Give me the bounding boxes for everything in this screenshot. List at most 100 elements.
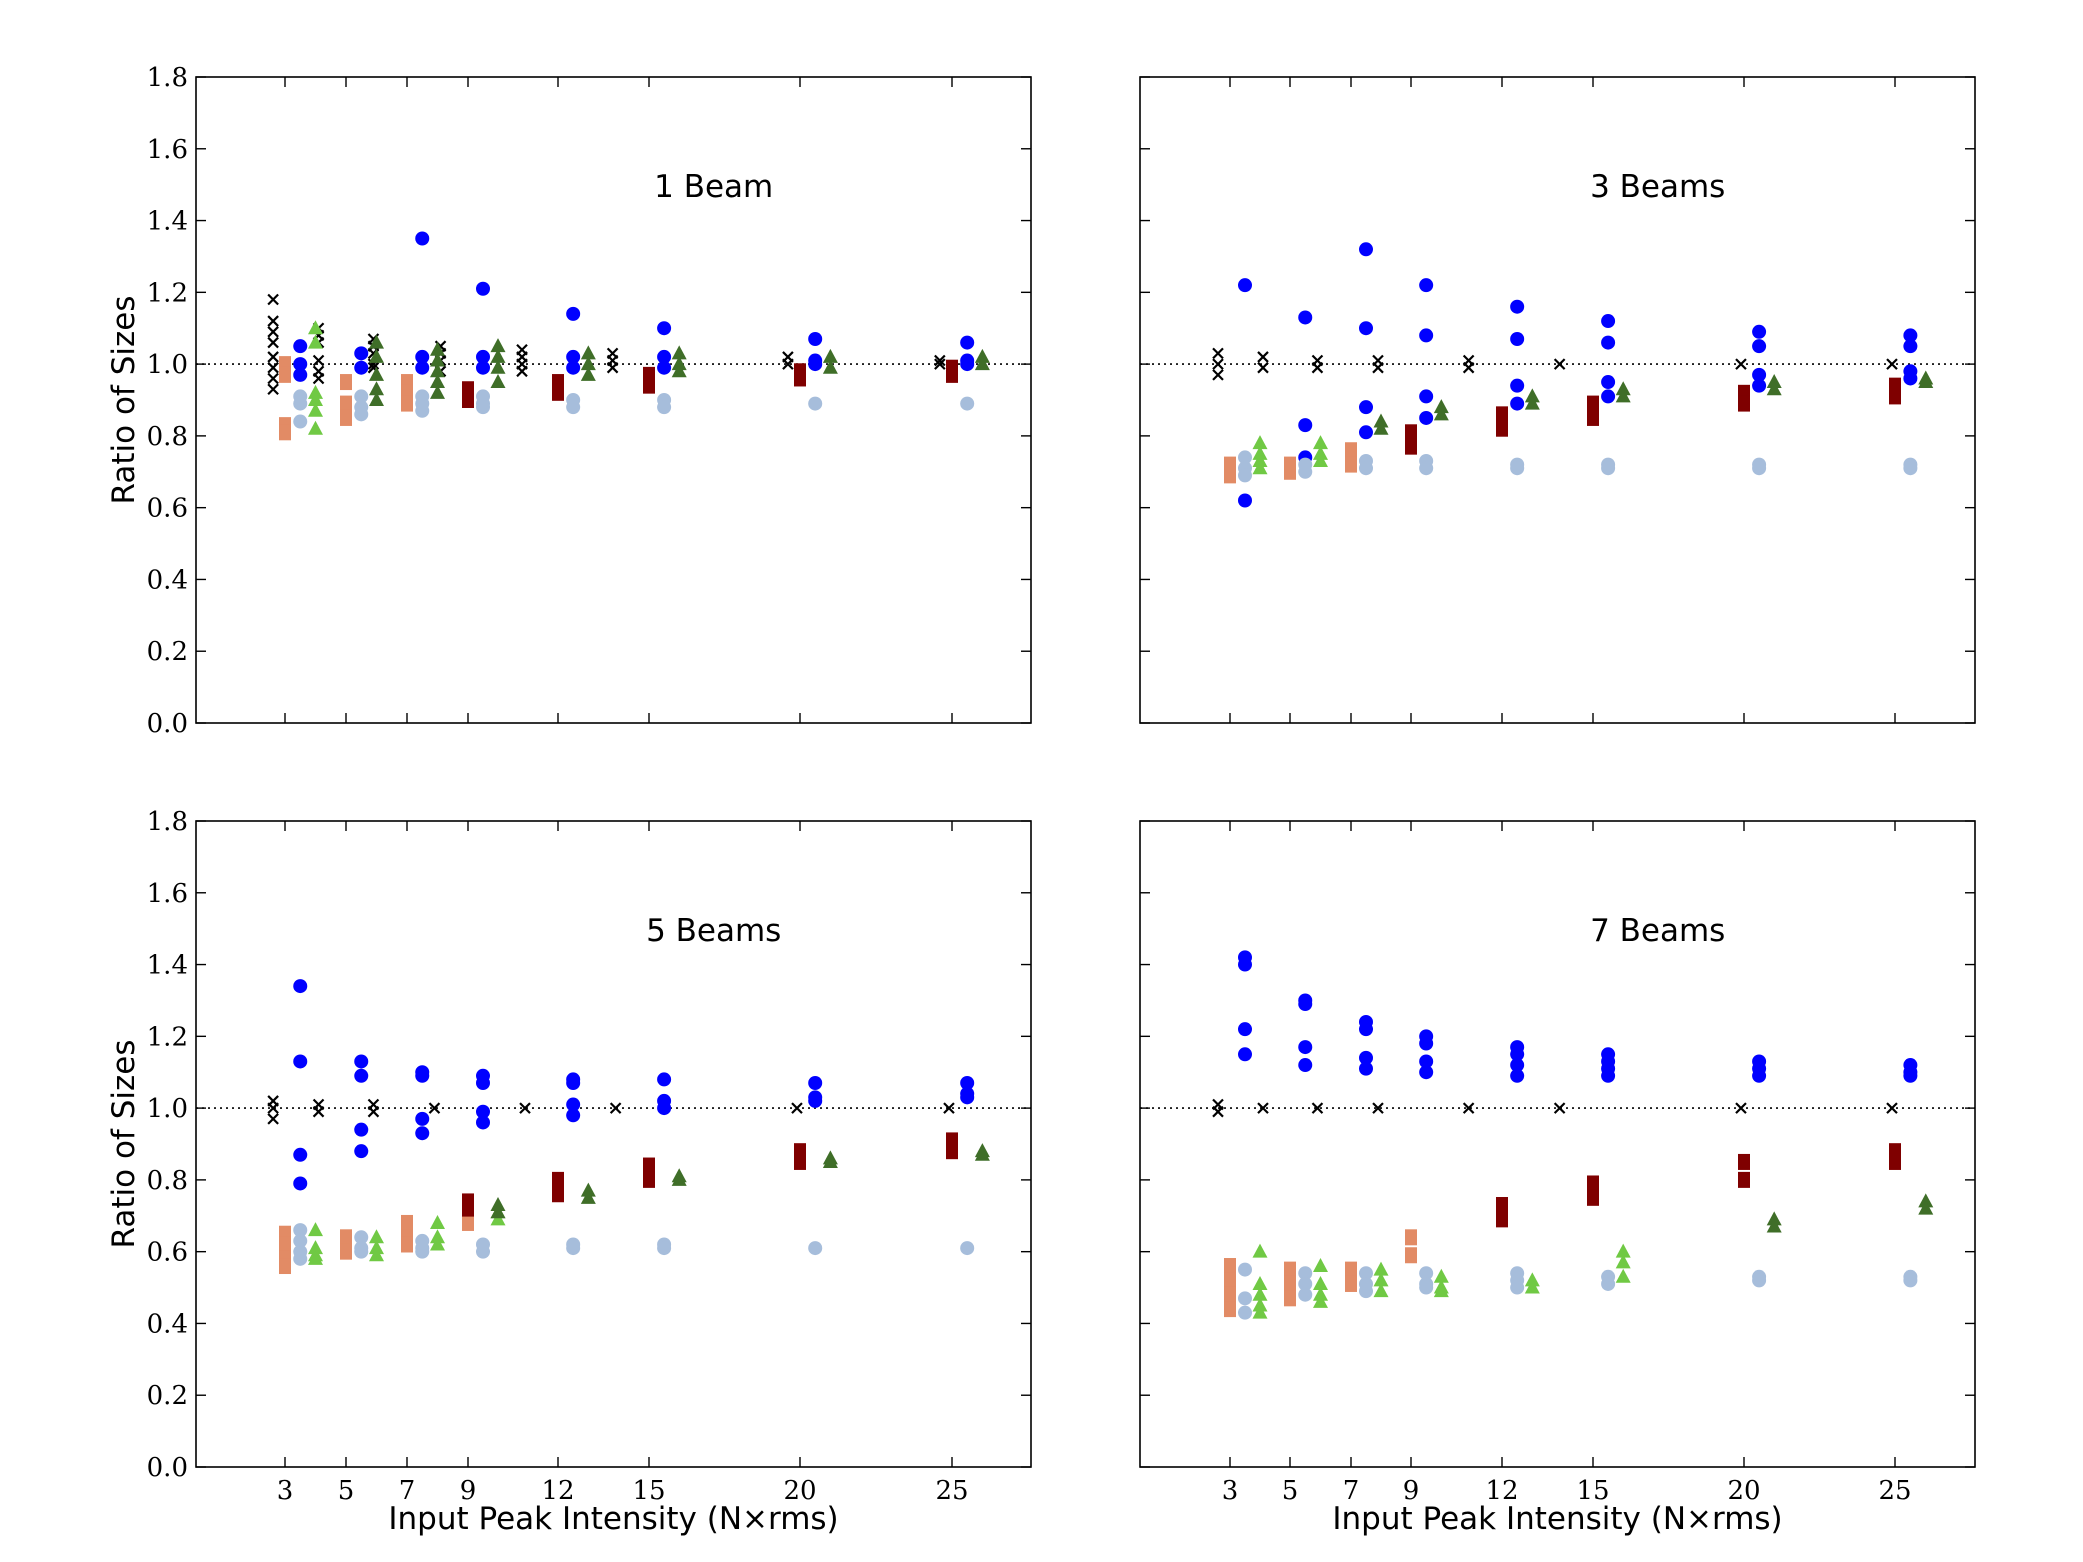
dark-green-triangles-point <box>490 374 506 389</box>
blue-circles-point <box>1298 1040 1313 1055</box>
y-tick-label: 0.8 <box>147 1166 188 1196</box>
blue-circles-point <box>293 1054 308 1069</box>
y-tick-label: 1.4 <box>147 207 188 237</box>
y-tick-label: 1.8 <box>147 807 188 837</box>
blue-circles-point <box>1419 328 1434 343</box>
dark-red-bars-point <box>1496 1197 1508 1214</box>
blue-circles-point <box>1359 1061 1373 1076</box>
y-tick-label: 0.4 <box>147 565 188 595</box>
salmon-bars-point <box>279 1236 291 1253</box>
light-blue-gray-circles-point <box>476 1244 490 1259</box>
blue-circles-point <box>1510 1058 1525 1073</box>
light-green-triangles-point <box>1252 1286 1268 1301</box>
crosses-point <box>428 1102 441 1114</box>
light-green-triangles-point <box>308 1250 323 1265</box>
light-green-triangles-point <box>1373 1261 1389 1276</box>
light-blue-gray-circles-point <box>1238 1291 1252 1306</box>
crosses-point <box>943 1102 955 1114</box>
light-green-triangles-point <box>1313 453 1328 468</box>
blue-circles-point <box>960 1090 975 1105</box>
blue-circles-point <box>476 360 490 375</box>
blue-circles-point <box>1752 339 1767 354</box>
crosses-point <box>267 351 279 363</box>
light-green-triangles-point <box>369 1247 384 1262</box>
x-tick-label: 12 <box>1485 1476 1518 1506</box>
blue-circles-point <box>293 367 308 382</box>
x-tick-label: 3 <box>277 1476 294 1506</box>
light-blue-gray-circles-point <box>657 400 672 415</box>
dark-red-bars-point <box>552 1171 564 1188</box>
dark-green-triangles-point <box>822 359 838 374</box>
blue-circles-point <box>476 281 490 296</box>
crosses-point <box>312 1105 325 1118</box>
blue-circles-point <box>657 321 672 336</box>
light-blue-gray-circles-point <box>657 1241 672 1256</box>
blue-circles-point <box>1752 367 1767 382</box>
blue-circles-point <box>354 1144 369 1159</box>
blue-circles-point <box>1903 328 1918 343</box>
crosses-point <box>1212 347 1224 360</box>
blue-circles-point <box>476 1075 490 1090</box>
dark-green-triangles-point <box>1766 1218 1782 1233</box>
x-tick-label: 7 <box>399 1476 416 1506</box>
light-blue-gray-circles-point <box>1238 468 1252 483</box>
blue-circles-point <box>1601 1068 1616 1083</box>
dark-green-triangles-point <box>1918 374 1934 389</box>
dark-red-bars-point <box>1587 395 1599 412</box>
blue-circles-point <box>1298 310 1313 325</box>
blue-circles-point <box>293 357 308 372</box>
blue-circles-point <box>1752 1068 1767 1083</box>
light-blue-gray-circles-point <box>1601 461 1616 476</box>
blue-circles-point <box>1510 331 1525 346</box>
blue-circles-point <box>808 1093 823 1108</box>
crosses-point <box>1886 1102 1898 1114</box>
dark-green-triangles-point <box>1373 413 1389 428</box>
blue-circles-point <box>657 1072 672 1087</box>
crosses-point <box>267 361 279 374</box>
blue-circles-point <box>1238 1022 1252 1037</box>
dark-green-triangles-point <box>822 1153 838 1168</box>
dark-red-bars-point <box>1889 388 1901 405</box>
blue-circles-point <box>415 1068 430 1083</box>
light-green-triangles-point <box>430 1236 445 1251</box>
light-blue-gray-circles-point <box>1510 461 1525 476</box>
x-tick-label: 25 <box>935 1476 968 1506</box>
salmon-bars-point <box>1405 1247 1417 1264</box>
salmon-bars-point <box>1284 463 1296 480</box>
light-green-triangles-point <box>1615 1268 1631 1283</box>
blue-circles-point <box>354 360 369 375</box>
dark-green-triangles-point <box>822 348 838 363</box>
crosses-point <box>1311 1102 1324 1114</box>
light-green-triangles-point <box>490 1211 506 1226</box>
light-blue-gray-circles-point <box>476 400 490 415</box>
dark-green-triangles-point <box>430 352 445 367</box>
salmon-bars-point <box>340 395 352 412</box>
light-green-triangles-point <box>369 1229 384 1244</box>
salmon-bars-point <box>1224 1272 1236 1289</box>
light-green-triangles-point <box>1313 1293 1328 1308</box>
light-blue-gray-circles-point <box>293 396 308 411</box>
light-green-triangles-point <box>1313 435 1328 450</box>
y-axis-label: Ratio of Sizes <box>106 1040 142 1249</box>
light-blue-gray-circles-point <box>1298 1287 1313 1302</box>
dark-green-triangles-point <box>369 348 384 363</box>
dark-green-triangles-point <box>671 345 687 360</box>
blue-circles-point <box>1359 242 1373 257</box>
blue-circles-point <box>1419 278 1434 293</box>
crosses-point <box>1553 1102 1566 1114</box>
light-green-triangles-point <box>430 1214 445 1229</box>
crosses-point <box>1212 358 1224 370</box>
light-green-triangles-point <box>369 1240 384 1255</box>
light-green-triangles-point <box>308 402 323 417</box>
panel-title: 7 Beams <box>1590 913 1725 949</box>
salmon-bars-point <box>401 395 413 412</box>
dark-green-triangles-point <box>580 356 596 371</box>
crosses-point <box>1311 361 1324 374</box>
crosses-point <box>1257 1102 1269 1114</box>
dark-green-triangles-point <box>1766 374 1782 389</box>
light-blue-gray-circles-point <box>1601 1276 1616 1291</box>
dark-red-bars-point <box>552 384 564 401</box>
blue-circles-point <box>1238 278 1252 293</box>
dark-green-triangles-point <box>580 1182 596 1197</box>
light-blue-gray-circles-point <box>1359 1266 1373 1281</box>
